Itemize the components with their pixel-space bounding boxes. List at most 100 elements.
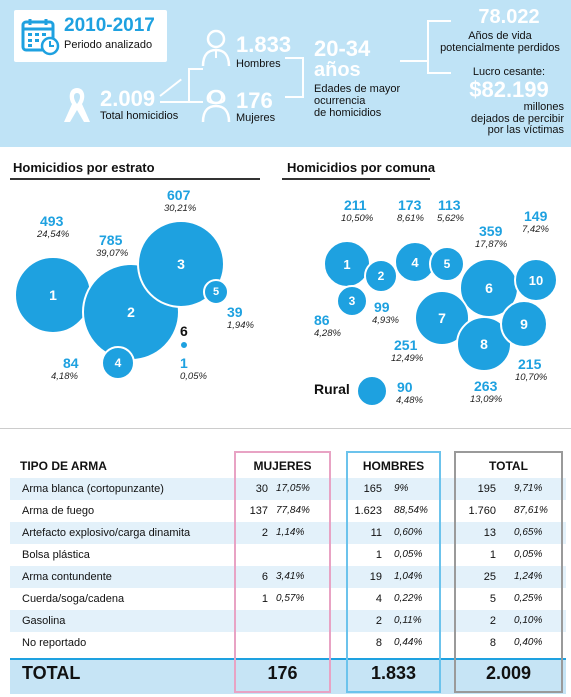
header-weapon: TIPO DE ARMA <box>20 459 107 473</box>
women-count <box>238 611 268 631</box>
women-count: 30 <box>255 483 268 495</box>
connector-line <box>160 101 188 103</box>
women-pct: 1,14% <box>276 527 305 538</box>
section-rule <box>10 178 260 180</box>
man-icon <box>201 29 231 67</box>
woman-icon <box>201 89 231 123</box>
total-row-bg <box>10 658 566 694</box>
weapon-type: Arma blanca (cortopunzante) <box>22 483 164 495</box>
total-pct: 0,40% <box>514 637 543 648</box>
connector-line <box>285 96 303 98</box>
estrato-bubble-5: 5 <box>203 279 229 305</box>
estrato-pct: 30,21% <box>164 203 197 214</box>
comuna-pct: 5,62% <box>437 213 464 224</box>
comuna-pct: 4,93% <box>372 315 399 326</box>
period-years: 2010-2017 <box>64 15 155 36</box>
comuna-value: 149 <box>524 208 548 224</box>
rural-pct: 4,48% <box>396 395 423 406</box>
estrato-bubble-6 <box>180 341 188 349</box>
total-pct: 9,71% <box>514 483 543 494</box>
women-pct: 77,84% <box>276 505 310 516</box>
weapon-type: Gasolina <box>22 615 66 627</box>
men-pct: 0,44% <box>394 637 423 648</box>
comuna-bubble-4: 4 <box>394 241 436 283</box>
estrato-bubble-4: 4 <box>101 346 135 380</box>
estrato-bubble-6-label: 6 <box>180 323 188 339</box>
total-total: 2.009 <box>485 663 532 683</box>
total-pct: 0,10% <box>514 615 543 626</box>
estrato-value: 1 <box>180 355 188 371</box>
estrato-bubble-1: 1 <box>14 256 92 334</box>
lucro-label: Lucro cesante: <box>472 66 546 78</box>
comuna-value: 173 <box>398 197 422 213</box>
total-pct: 1,24% <box>514 571 543 582</box>
weapon-type: Bolsa plástica <box>22 549 90 561</box>
women-count: 6 <box>261 571 268 583</box>
connector-line <box>188 68 203 70</box>
row-shade <box>10 610 566 632</box>
total-pct: 87,61% <box>514 505 548 516</box>
comuna-bubble-rural <box>356 375 388 407</box>
lucro-description: millones dejados de percibir por las víc… <box>440 101 564 137</box>
men-count: 165 <box>363 483 382 495</box>
weapon-type: Arma de fuego <box>22 505 95 517</box>
men-column-frame <box>346 451 441 693</box>
women-count: 137 <box>249 505 268 517</box>
lucro-value: $82.199 <box>469 77 549 102</box>
men-value: 1.833 <box>236 32 292 57</box>
age-desc-line: ocurrencia <box>314 95 366 107</box>
estrato-pct: 4,18% <box>51 371 78 382</box>
period-label: Periodo analizado <box>64 39 153 51</box>
comuna-pct: 12,49% <box>391 353 424 364</box>
total-homicides-label: Total homicidios <box>100 110 179 122</box>
women-pct: 3,41% <box>276 571 305 582</box>
lucro-desc-line: por las víctimas <box>487 124 564 136</box>
women-pct: 0,57% <box>276 593 305 604</box>
comuna-pct: 10,70% <box>515 372 548 383</box>
comuna-pct: 4,28% <box>314 328 341 339</box>
connector-line <box>285 57 303 59</box>
connector-line <box>188 68 190 103</box>
age-desc-line: Edades de mayor <box>314 83 401 95</box>
connector-line <box>427 20 429 74</box>
men-pct: 0,11% <box>394 615 422 626</box>
total-count: 13 <box>483 527 496 539</box>
comuna-value: 263 <box>474 378 498 394</box>
comuna-pct: 17,87% <box>475 239 508 250</box>
estrato-pct: 1,94% <box>227 320 254 331</box>
estrato-title: Homicidios por estrato <box>13 160 155 175</box>
men-count: 1.623 <box>354 505 382 517</box>
row-shade <box>10 566 566 588</box>
men-count: 11 <box>370 527 382 539</box>
header-women: MUJERES <box>253 459 312 473</box>
row-shade <box>10 522 566 544</box>
total-count: 8 <box>489 637 496 649</box>
total-count: 25 <box>483 571 496 583</box>
header-men: HOMBRES <box>362 459 425 473</box>
age-description: Edades de mayor ocurrencia de homicidios <box>314 83 400 119</box>
comuna-pct: 7,42% <box>522 224 549 235</box>
men-pct: 0,22% <box>394 593 423 604</box>
connector-line <box>188 101 203 103</box>
total-men: 1.833 <box>370 663 417 683</box>
comuna-value: 251 <box>394 337 418 353</box>
total-pct: 0,05% <box>514 549 543 560</box>
comuna-bubble-9: 9 <box>500 300 548 348</box>
weapon-type: Artefacto explosivo/carga dinamita <box>22 527 191 539</box>
total-count: 1 <box>489 549 496 561</box>
women-column-frame <box>234 451 331 693</box>
years-lost-line: potencialmente perdidos <box>440 42 560 54</box>
rural-label: Rural <box>314 381 350 397</box>
age-unit: años <box>314 59 361 81</box>
connector-line <box>400 60 428 62</box>
total-column-frame <box>454 451 563 693</box>
comuna-value: 86 <box>314 312 330 328</box>
total-pct: 0,65% <box>514 527 543 538</box>
estrato-pct: 39,07% <box>96 248 129 259</box>
estrato-value: 607 <box>167 187 191 203</box>
comuna-bubble-2: 2 <box>364 259 398 293</box>
men-pct: 9% <box>394 483 409 494</box>
weapon-type: Cuerda/soga/cadena <box>22 593 125 605</box>
total-homicides-value: 2.009 <box>100 86 156 111</box>
women-label: Mujeres <box>236 112 276 124</box>
